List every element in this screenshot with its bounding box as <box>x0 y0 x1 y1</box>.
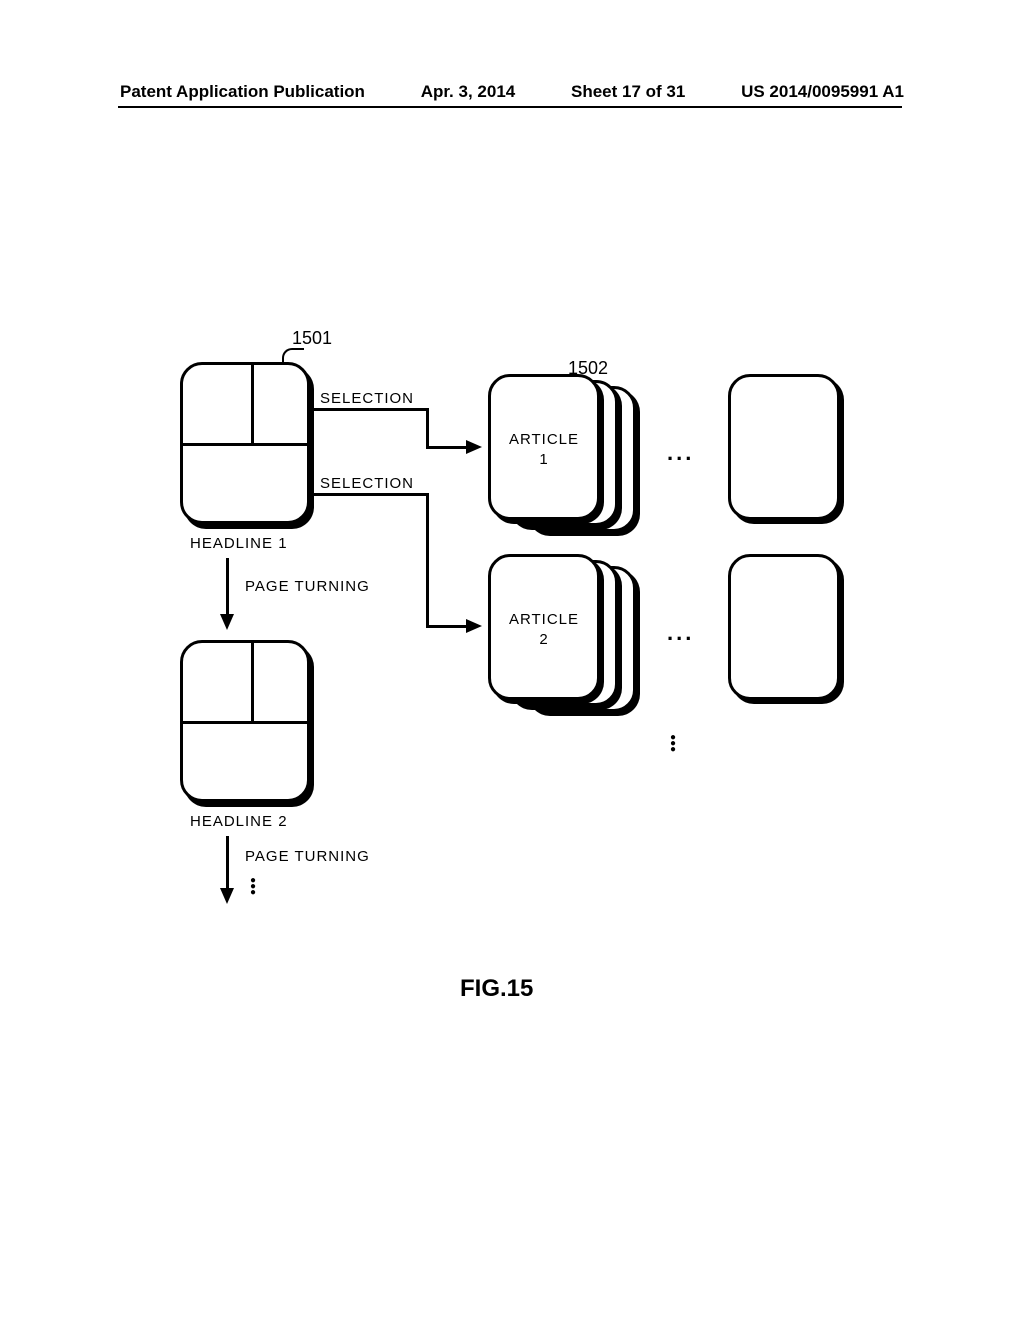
publication-number: US 2014/0095991 A1 <box>741 82 904 102</box>
header-rule <box>118 106 902 108</box>
publication-date: Apr. 3, 2014 <box>421 82 516 102</box>
headline1-card <box>180 362 310 524</box>
ellipsis-row1: ... <box>667 440 694 466</box>
pageturn2-arrow <box>220 888 234 904</box>
publication-label: Patent Application Publication <box>120 82 365 102</box>
pageturn1-line <box>226 558 229 616</box>
article2-line1: ARTICLE <box>509 611 579 628</box>
article1-line1: ARTICLE <box>509 431 579 448</box>
conn-sel1-arrow <box>466 440 482 454</box>
pageturn1-label: PAGE TURNING <box>245 578 370 595</box>
headline1-divider-h <box>183 443 307 446</box>
pageturn2-label: PAGE TURNING <box>245 848 370 865</box>
ellipsis-row2: ... <box>667 620 694 646</box>
extra1-card <box>728 374 840 520</box>
conn-sel1-v <box>426 408 429 448</box>
article2-text: ARTICLE 2 <box>488 610 600 649</box>
reference-1501: 1501 <box>292 328 332 349</box>
selection1-label: SELECTION <box>320 390 414 407</box>
headline2-card <box>180 640 310 802</box>
ellipsis-articles-v: ●●● <box>670 735 676 753</box>
selection2-label: SELECTION <box>320 475 414 492</box>
pageturn1-arrow <box>220 614 234 630</box>
figure-diagram: 1501 HEADLINE 1 SELECTION SELECTION 1502… <box>170 330 870 1030</box>
conn-sel2-h2 <box>426 625 468 628</box>
headline2-label: HEADLINE 2 <box>190 813 288 830</box>
extra2-card <box>728 554 840 700</box>
conn-sel1-h1 <box>310 408 428 411</box>
conn-sel2-arrow <box>466 619 482 633</box>
article1-text: ARTICLE 1 <box>488 430 600 469</box>
conn-sel1-h2 <box>426 446 468 449</box>
pageturn2-line <box>226 836 229 890</box>
article2-line2: 2 <box>539 631 548 648</box>
headline2-divider-v <box>251 643 254 721</box>
figure-caption: FIG.15 <box>460 975 533 1003</box>
headline1-divider-v <box>251 365 254 443</box>
headline2-divider-h <box>183 721 307 724</box>
sheet-info: Sheet 17 of 31 <box>571 82 685 102</box>
page-header: Patent Application Publication Apr. 3, 2… <box>0 82 1024 102</box>
conn-sel2-v <box>426 493 429 627</box>
article1-line2: 1 <box>539 451 548 468</box>
conn-sel2-h1 <box>310 493 428 496</box>
ellipsis-headlines-v: ●●● <box>250 878 256 896</box>
headline1-label: HEADLINE 1 <box>190 535 288 552</box>
